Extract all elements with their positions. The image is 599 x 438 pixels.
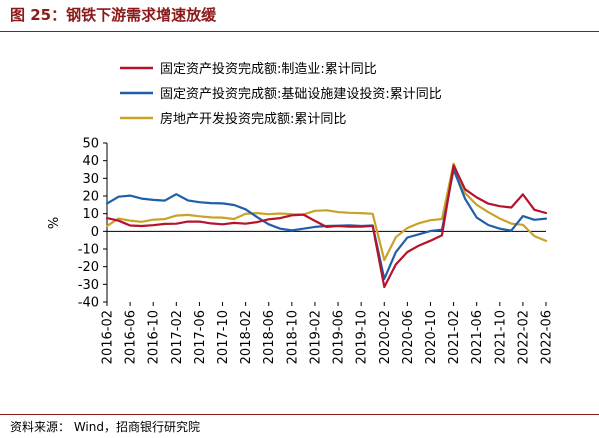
y-tick-label: 40 (82, 154, 99, 169)
chart-legend: 固定资产投资完成额:制造业:累计同比固定资产投资完成额:基础设施建设投资:累计同… (120, 61, 442, 127)
y-tick-label: 0 (91, 225, 99, 240)
y-tick-label: 50 (82, 137, 99, 152)
x-tick-label: 2016-10 (147, 310, 162, 364)
figure-title: 图 25：钢铁下游需求增速放缓 (10, 6, 217, 24)
y-axis-label: % (47, 217, 62, 229)
x-tick-label: 2020-10 (424, 310, 439, 364)
y-tick-label: 20 (82, 190, 99, 205)
legend-entry: 固定资产投资完成额:制造业:累计同比 (160, 61, 377, 77)
y-tick-label: 30 (82, 172, 99, 187)
x-tick-label: 2021-06 (470, 310, 485, 364)
title-divider (0, 31, 599, 32)
source-note: 资料来源： Wind，招商银行研究院 (10, 420, 200, 434)
y-tick-label: 10 (82, 207, 99, 222)
series-line (105, 162, 548, 262)
x-tick-label: 2022-06 (540, 310, 555, 364)
x-tick-label: 2018-02 (239, 310, 254, 364)
x-tick-label: 2018-10 (285, 310, 300, 364)
y-tick-label: -20 (78, 260, 99, 275)
x-tick-label: 2016-06 (124, 310, 139, 364)
legend-entry: 房地产开发投资完成额:累计同比 (160, 111, 346, 127)
y-axis: -40 -30 -20 -10 0 10 20 30 40 50 (78, 137, 108, 311)
x-tick-label: 2016-02 (101, 310, 116, 364)
x-tick-label: 2019-06 (332, 310, 347, 364)
x-tick-label: 2019-10 (355, 310, 370, 364)
chart-series (105, 162, 548, 289)
x-tick-label: 2020-02 (378, 310, 393, 364)
y-tick-label: -10 (78, 243, 99, 258)
x-tick-label: 2022-02 (516, 310, 531, 364)
x-tick-label: 2021-10 (493, 310, 508, 364)
x-tick-label: 2018-06 (262, 310, 277, 364)
x-axis: 2016-02 2016-06 2016-10 2017-02 2017-06 2017-… (101, 230, 555, 364)
y-tick-label: -30 (78, 278, 99, 293)
x-tick-label: 2017-02 (170, 310, 185, 364)
x-tick-label: 2021-02 (447, 310, 462, 364)
legend-entry: 固定资产投资完成额:基础设施建设投资:累计同比 (160, 86, 442, 102)
series-line (105, 164, 548, 289)
x-tick-label: 2020-06 (401, 310, 416, 364)
y-tick-label: -40 (78, 296, 99, 311)
source-divider (0, 414, 599, 415)
x-tick-label: 2017-10 (216, 310, 231, 364)
x-tick-label: 2019-02 (308, 310, 323, 364)
x-tick-label: 2017-06 (193, 310, 208, 364)
